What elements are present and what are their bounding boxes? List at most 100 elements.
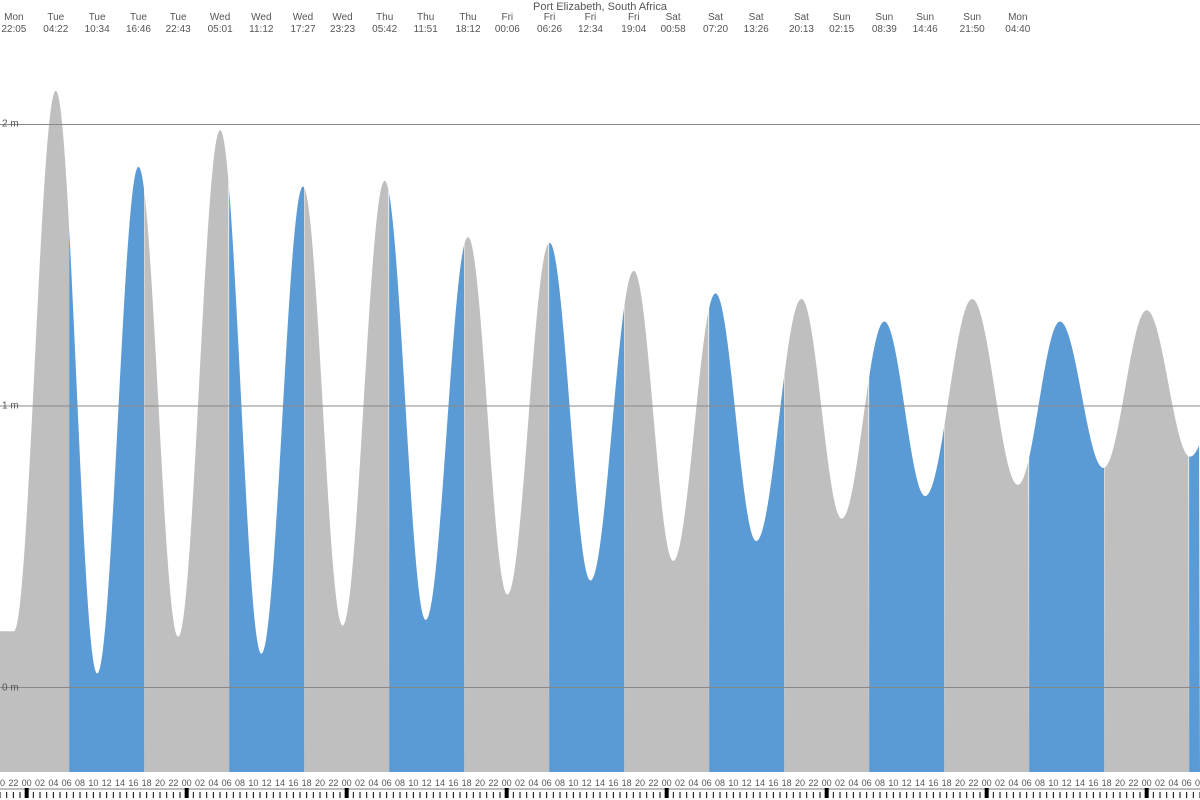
x-tick — [566, 792, 567, 798]
x-tick — [793, 792, 794, 798]
x-tick — [1173, 792, 1174, 798]
tide-time-label: Fri06:26 — [537, 12, 562, 36]
tide-band — [1189, 445, 1200, 772]
x-hour-label: 08 — [75, 778, 85, 788]
x-tick — [613, 792, 614, 798]
x-tick — [593, 792, 594, 798]
x-tick — [740, 792, 741, 798]
x-hour-label: 14 — [435, 778, 445, 788]
x-hour-label: 10 — [408, 778, 418, 788]
tide-band — [464, 237, 549, 772]
x-tick — [1040, 792, 1041, 798]
tide-band — [624, 271, 709, 772]
x-tick — [560, 792, 561, 798]
x-tick — [760, 792, 761, 798]
x-hour-label: 04 — [368, 778, 378, 788]
x-tick — [966, 792, 967, 798]
x-tick — [860, 792, 861, 798]
x-tick — [380, 792, 381, 798]
x-hour-label: 16 — [1088, 778, 1098, 788]
tide-band — [0, 91, 69, 772]
x-tick — [753, 792, 754, 798]
x-tick — [180, 792, 181, 798]
x-hour-label: 20 — [0, 778, 5, 788]
x-hour-label: 14 — [915, 778, 925, 788]
x-tick — [846, 792, 847, 798]
x-hour-label: 00 — [662, 778, 672, 788]
tide-band — [1104, 310, 1189, 772]
y-axis-label: 0 m — [2, 682, 19, 693]
x-hour-label: 08 — [555, 778, 565, 788]
x-hour-label: 02 — [35, 778, 45, 788]
x-tick — [460, 792, 461, 798]
x-tick — [680, 792, 681, 798]
x-hour-label: 10 — [728, 778, 738, 788]
x-tick — [400, 792, 401, 798]
x-tick — [586, 792, 587, 798]
x-tick — [913, 792, 914, 798]
x-tick — [60, 792, 61, 798]
x-tick — [1013, 792, 1014, 798]
x-tick — [700, 792, 701, 798]
chart-svg — [0, 0, 1200, 800]
x-tick — [746, 792, 747, 798]
x-tick — [173, 792, 174, 798]
tide-time-label: Wed17:27 — [290, 12, 315, 36]
x-tick — [726, 792, 727, 798]
x-tick — [100, 792, 101, 798]
x-hour-label: 06 — [62, 778, 72, 788]
x-tick — [313, 792, 314, 798]
x-tick-day — [665, 788, 669, 798]
x-tick — [546, 792, 547, 798]
x-tick — [320, 792, 321, 798]
x-tick — [40, 792, 41, 798]
x-tick — [193, 792, 194, 798]
tide-time-label: Fri19:04 — [621, 12, 646, 36]
x-hour-label: 00 — [22, 778, 32, 788]
x-tick — [240, 792, 241, 798]
x-tick — [1140, 792, 1141, 798]
x-hour-label: 18 — [622, 778, 632, 788]
x-tick — [233, 792, 234, 798]
x-hour-label: 14 — [755, 778, 765, 788]
x-hour-label: 08 — [395, 778, 405, 788]
x-hour-label: 20 — [155, 778, 165, 788]
x-hour-label: 02 — [355, 778, 365, 788]
x-tick — [1126, 792, 1127, 798]
x-hour-label: 14 — [275, 778, 285, 788]
x-tick — [200, 792, 201, 798]
x-hour-label: 18 — [942, 778, 952, 788]
x-hour-label: 22 — [968, 778, 978, 788]
x-tick — [626, 792, 627, 798]
x-tick — [366, 792, 367, 798]
x-tick — [1006, 792, 1007, 798]
x-hour-label: 04 — [528, 778, 538, 788]
x-hour-label: 06 — [222, 778, 232, 788]
x-hour-label: 10 — [888, 778, 898, 788]
x-tick — [886, 792, 887, 798]
x-tick — [806, 792, 807, 798]
x-tick — [493, 792, 494, 798]
x-tick — [733, 792, 734, 798]
x-tick — [813, 792, 814, 798]
x-tick — [433, 792, 434, 798]
x-hour-label: 04 — [48, 778, 58, 788]
tide-time-label: Sun02:15 — [829, 12, 854, 36]
x-tick — [673, 792, 674, 798]
x-tick — [1046, 792, 1047, 798]
x-tick — [646, 792, 647, 798]
x-hour-label: 02 — [675, 778, 685, 788]
x-tick — [513, 792, 514, 798]
tide-time-label: Fri12:34 — [578, 12, 603, 36]
tide-band — [869, 322, 944, 772]
tide-time-label: Tue16:46 — [126, 12, 151, 36]
x-tick — [980, 792, 981, 798]
x-hour-label: 00 — [342, 778, 352, 788]
x-tick — [420, 792, 421, 798]
x-tick — [340, 792, 341, 798]
x-tick — [906, 792, 907, 798]
x-tick — [20, 792, 21, 798]
x-tick-day — [1145, 788, 1149, 798]
x-tick — [113, 792, 114, 798]
x-tick — [940, 792, 941, 798]
